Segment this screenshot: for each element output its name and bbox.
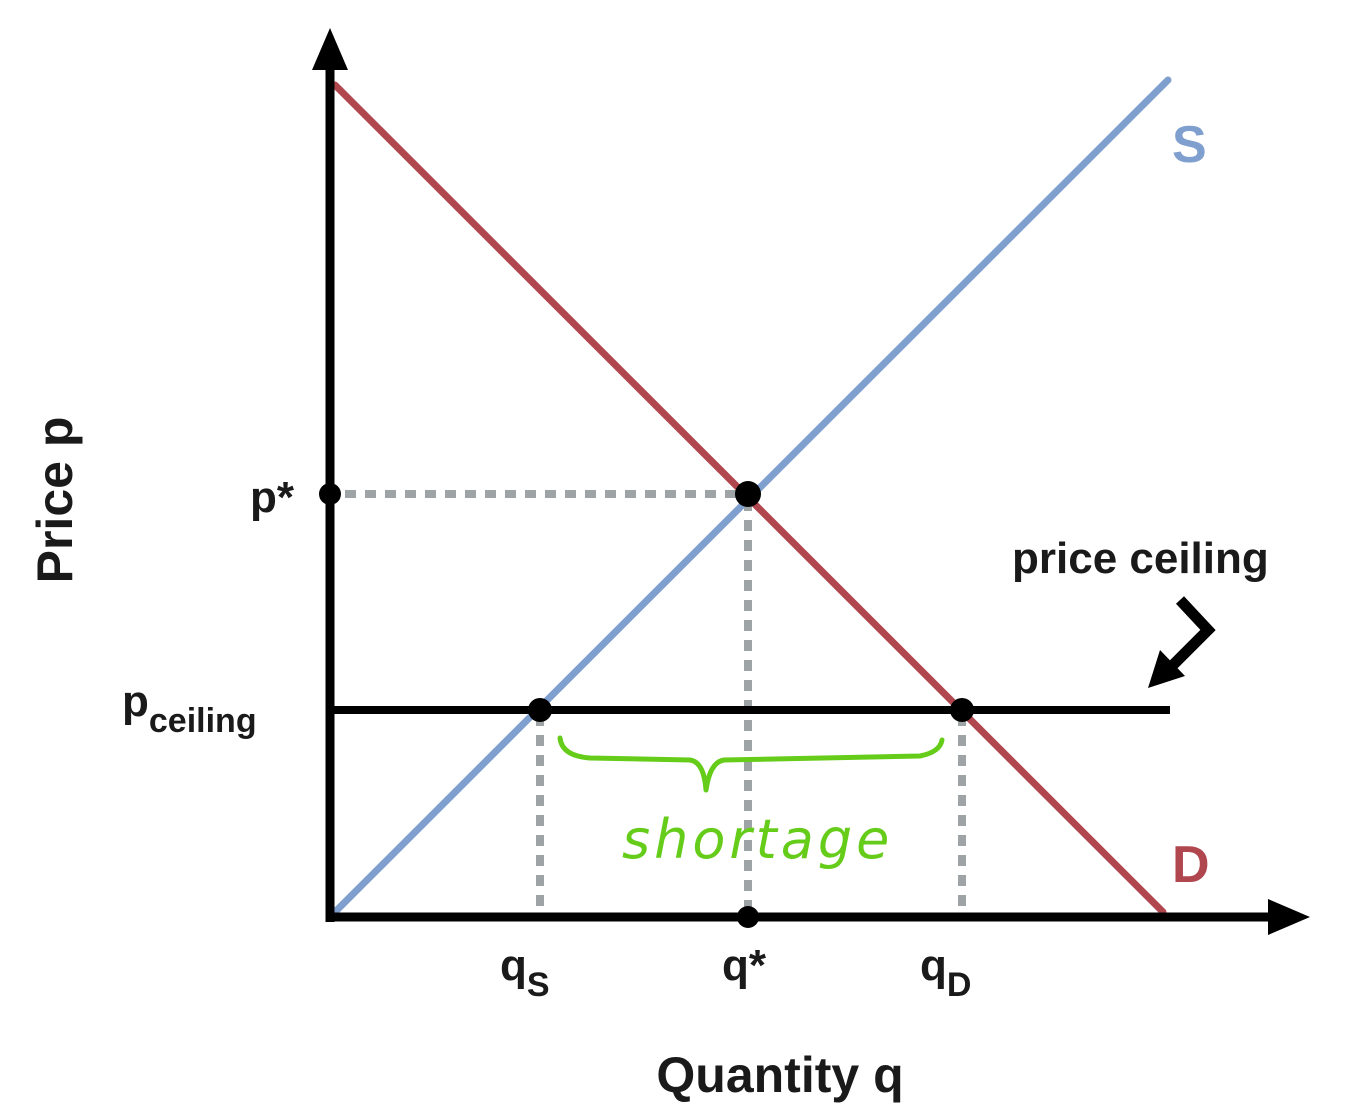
x-axis-arrowhead — [1268, 899, 1310, 935]
price-ceiling-annotation: price ceiling — [1012, 534, 1269, 583]
demand-label: D — [1172, 836, 1210, 894]
y-axis-label: Price p — [27, 417, 83, 584]
y-axis-arrowhead — [312, 28, 348, 70]
q-star-tick-point — [737, 906, 759, 928]
q-star-label: q* — [722, 941, 767, 990]
q-s-main: q — [500, 941, 527, 990]
points — [319, 481, 974, 928]
shortage-annotation: shortage — [622, 808, 893, 871]
p-star-label: p* — [250, 473, 295, 522]
q-s-label: qS — [500, 941, 550, 1004]
q-d-sub: D — [947, 966, 972, 1004]
equilibrium-point — [735, 481, 761, 507]
q-s-sub: S — [527, 966, 550, 1004]
x-axis-label: Quantity q — [656, 1047, 903, 1103]
supply-label: S — [1172, 116, 1207, 174]
p-ceiling-label: pceiling — [122, 677, 257, 740]
ceiling-demand-point — [950, 698, 974, 722]
q-d-main: q — [920, 941, 947, 990]
q-d-label: qD — [920, 941, 971, 1004]
price-ceiling-pointer-arrow — [1166, 596, 1216, 672]
p-star-tick-point — [319, 483, 341, 505]
price-ceiling-pointer-arrowhead — [1148, 650, 1185, 688]
shortage-brace — [557, 735, 945, 793]
p-ceiling-sub: ceiling — [149, 702, 257, 740]
ceiling-supply-point — [528, 698, 552, 722]
p-ceiling-main: p — [122, 677, 149, 726]
